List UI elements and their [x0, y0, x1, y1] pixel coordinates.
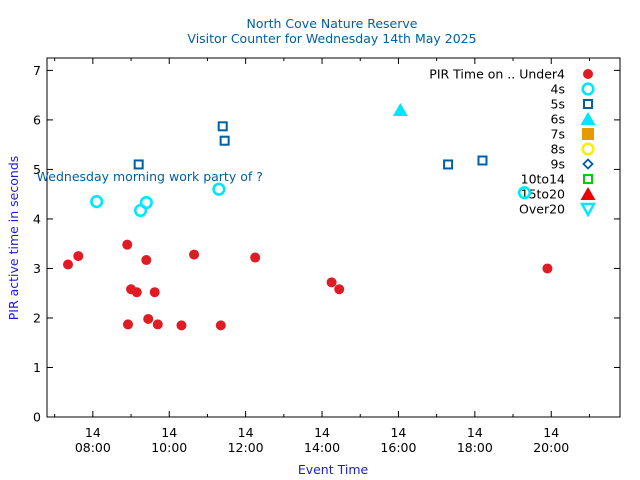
legend-label: 9s: [551, 157, 565, 172]
data-point: [212, 182, 226, 196]
data-point: [149, 287, 160, 298]
data-point: [477, 155, 488, 166]
data-point: [90, 195, 104, 209]
data-point: [219, 135, 230, 146]
y-tick-label: 0: [33, 410, 41, 425]
x-tick-day-label: 14: [543, 425, 559, 440]
legend-label: 4s: [551, 82, 565, 97]
x-tick-time-label: 08:00: [75, 440, 111, 455]
data-point: [152, 319, 163, 330]
x-tick-time-label: 10:00: [151, 440, 187, 455]
legend-marker: [583, 174, 593, 184]
data-point: [334, 284, 345, 295]
legend-label: Over20: [519, 202, 565, 217]
legend-label: 5s: [551, 97, 565, 112]
data-point: [139, 195, 153, 210]
y-tick-label: 7: [33, 63, 41, 78]
legend-label: PIR Time on .. Under4: [429, 67, 565, 82]
legend-label: 10to14: [521, 172, 565, 187]
data-point: [392, 102, 408, 116]
legend-marker: [581, 142, 595, 156]
x-tick-day-label: 14: [85, 425, 101, 440]
y-tick-label: 2: [33, 310, 41, 325]
data-point: [133, 159, 144, 170]
data-point: [215, 320, 226, 331]
legend-label: 15to20: [521, 187, 565, 202]
legend-label: 8s: [551, 142, 565, 157]
data-point: [189, 249, 200, 260]
y-tick-label: 3: [33, 261, 41, 276]
y-tick-label: 4: [33, 211, 41, 226]
legend-label: 7s: [551, 127, 565, 142]
x-axis-label: Event Time: [298, 462, 369, 477]
x-tick-time-label: 12:00: [228, 440, 264, 455]
plot-frame: [46, 57, 621, 418]
legend-marker: [580, 187, 596, 200]
data-point: [143, 313, 154, 324]
chart-annotation: Wednesday morning work party of ?: [37, 169, 263, 184]
y-tick-label: 1: [33, 360, 41, 375]
data-point: [250, 252, 261, 263]
data-point: [443, 159, 454, 170]
legend-marker: [583, 99, 593, 109]
data-point: [131, 287, 142, 298]
x-tick-day-label: 14: [314, 425, 330, 440]
data-point: [63, 259, 74, 270]
x-tick-day-label: 14: [161, 425, 177, 440]
chart-title: North Cove Nature Reserve: [247, 16, 418, 31]
data-point: [122, 319, 133, 330]
legend-label: 6s: [551, 112, 565, 127]
x-tick-time-label: 18:00: [457, 440, 493, 455]
data-point: [542, 263, 553, 274]
data-point: [517, 186, 532, 200]
legend-marker: [581, 82, 595, 96]
x-tick-time-label: 14:00: [304, 440, 340, 455]
y-axis-label: PIR active time in seconds: [6, 156, 21, 321]
chart-subtitle: Visitor Counter for Wednesday 14th May 2…: [187, 31, 476, 46]
legend-marker: [582, 128, 594, 140]
x-tick-day-label: 14: [390, 425, 406, 440]
legend-marker: [583, 69, 593, 79]
data-point: [326, 277, 337, 288]
data-point: [73, 251, 84, 262]
data-point: [176, 320, 187, 331]
y-tick-label: 5: [33, 162, 41, 177]
x-tick-time-label: 20:00: [533, 440, 569, 455]
y-tick-label: 6: [33, 112, 41, 127]
data-point: [141, 255, 152, 266]
x-tick-day-label: 14: [467, 425, 483, 440]
x-tick-day-label: 14: [238, 425, 254, 440]
legend-marker: [580, 112, 596, 125]
legend-marker: [582, 158, 594, 170]
x-tick-time-label: 16:00: [380, 440, 416, 455]
data-point: [217, 121, 228, 132]
data-point: [122, 239, 133, 250]
legend-marker: [579, 202, 597, 218]
